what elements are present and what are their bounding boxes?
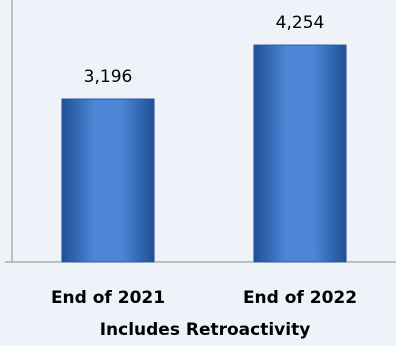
value-label: 4,254 bbox=[276, 13, 325, 33]
bar bbox=[253, 44, 347, 263]
x-tick-label: End of 2021 bbox=[51, 288, 165, 308]
value-label: 3,196 bbox=[84, 67, 133, 87]
bar bbox=[61, 98, 155, 263]
x-axis-title: Includes Retroactivity bbox=[100, 320, 311, 340]
x-tick-label: End of 2022 bbox=[243, 288, 357, 308]
